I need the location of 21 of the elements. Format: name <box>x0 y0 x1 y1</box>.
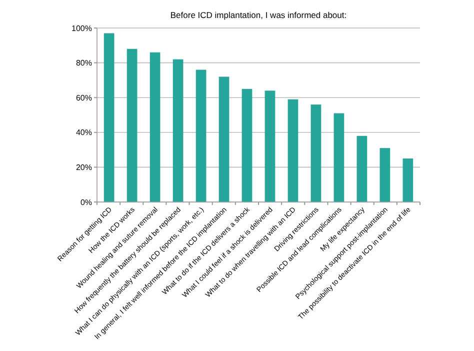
bar <box>218 76 230 202</box>
bar <box>334 113 344 202</box>
bar <box>356 136 368 202</box>
bar <box>288 99 298 202</box>
y-tick-label: 100% <box>72 24 92 33</box>
y-tick-label: 0% <box>80 198 92 207</box>
bar <box>104 33 114 202</box>
bar <box>310 104 322 202</box>
bar <box>380 148 390 202</box>
bar <box>402 158 414 202</box>
bar <box>172 59 184 202</box>
y-tick-label: 40% <box>76 128 92 138</box>
bar <box>150 52 160 202</box>
bar <box>242 88 252 202</box>
y-tick-label: 20% <box>76 163 92 172</box>
y-tick-label: 80% <box>76 58 92 68</box>
bar <box>196 70 206 202</box>
chart-title: Before ICD implantation, I was informed about: <box>170 10 347 20</box>
bar <box>264 90 276 202</box>
bar <box>126 48 138 202</box>
y-tick-label: 60% <box>76 93 92 102</box>
